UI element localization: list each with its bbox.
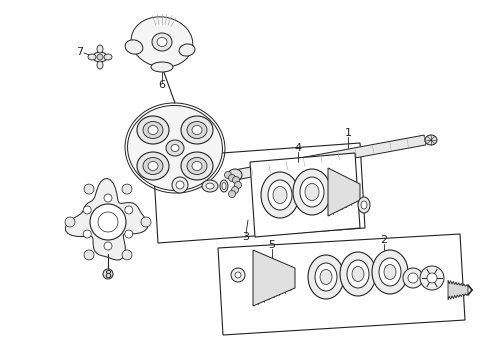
Ellipse shape bbox=[143, 122, 163, 139]
Ellipse shape bbox=[93, 52, 107, 62]
Circle shape bbox=[125, 230, 133, 238]
Ellipse shape bbox=[384, 265, 396, 279]
Circle shape bbox=[232, 176, 240, 184]
Text: 8: 8 bbox=[104, 270, 112, 280]
Polygon shape bbox=[234, 135, 426, 180]
Ellipse shape bbox=[166, 140, 184, 156]
Ellipse shape bbox=[192, 162, 202, 171]
Circle shape bbox=[104, 242, 112, 250]
Circle shape bbox=[235, 181, 242, 189]
Ellipse shape bbox=[358, 197, 370, 213]
Circle shape bbox=[65, 217, 75, 227]
Ellipse shape bbox=[137, 116, 169, 144]
Text: 7: 7 bbox=[76, 47, 84, 57]
Text: 6: 6 bbox=[158, 80, 166, 90]
Ellipse shape bbox=[352, 266, 364, 282]
Ellipse shape bbox=[206, 183, 214, 189]
Circle shape bbox=[228, 190, 236, 198]
Text: 1: 1 bbox=[344, 128, 351, 138]
Ellipse shape bbox=[379, 258, 401, 286]
Polygon shape bbox=[448, 280, 468, 300]
Circle shape bbox=[104, 194, 112, 202]
Text: 2: 2 bbox=[380, 235, 388, 245]
Ellipse shape bbox=[187, 122, 207, 139]
Circle shape bbox=[98, 212, 118, 232]
Polygon shape bbox=[153, 143, 365, 243]
Ellipse shape bbox=[97, 45, 103, 53]
Ellipse shape bbox=[187, 158, 207, 175]
Circle shape bbox=[84, 250, 94, 260]
Ellipse shape bbox=[143, 158, 163, 175]
Ellipse shape bbox=[192, 126, 202, 135]
Ellipse shape bbox=[152, 33, 172, 51]
Circle shape bbox=[103, 269, 113, 279]
Circle shape bbox=[90, 204, 126, 240]
Circle shape bbox=[408, 273, 418, 283]
Ellipse shape bbox=[308, 255, 344, 299]
Polygon shape bbox=[65, 179, 148, 260]
Circle shape bbox=[235, 272, 241, 278]
Circle shape bbox=[403, 268, 423, 288]
Circle shape bbox=[427, 273, 437, 283]
Ellipse shape bbox=[222, 183, 226, 189]
Ellipse shape bbox=[273, 186, 287, 203]
Ellipse shape bbox=[347, 260, 369, 288]
Ellipse shape bbox=[151, 62, 173, 72]
Polygon shape bbox=[253, 250, 295, 306]
Circle shape bbox=[83, 206, 91, 214]
Circle shape bbox=[125, 206, 133, 214]
Ellipse shape bbox=[181, 116, 213, 144]
Circle shape bbox=[224, 171, 231, 179]
Circle shape bbox=[231, 186, 239, 194]
Ellipse shape bbox=[179, 44, 195, 56]
Ellipse shape bbox=[171, 144, 179, 152]
Ellipse shape bbox=[131, 17, 193, 67]
Ellipse shape bbox=[104, 54, 112, 60]
Polygon shape bbox=[250, 153, 360, 237]
Circle shape bbox=[84, 184, 94, 194]
Ellipse shape bbox=[228, 169, 242, 181]
Ellipse shape bbox=[261, 172, 299, 218]
Circle shape bbox=[141, 217, 151, 227]
Ellipse shape bbox=[127, 105, 222, 190]
Ellipse shape bbox=[181, 152, 213, 180]
Ellipse shape bbox=[268, 180, 292, 210]
Ellipse shape bbox=[305, 184, 319, 201]
Ellipse shape bbox=[148, 162, 158, 171]
Circle shape bbox=[83, 230, 91, 238]
Ellipse shape bbox=[97, 61, 103, 69]
Circle shape bbox=[231, 268, 245, 282]
Polygon shape bbox=[328, 168, 360, 216]
Ellipse shape bbox=[148, 126, 158, 135]
Ellipse shape bbox=[88, 54, 96, 60]
Ellipse shape bbox=[125, 40, 143, 54]
Circle shape bbox=[176, 181, 184, 189]
Text: 3: 3 bbox=[243, 232, 249, 242]
Ellipse shape bbox=[220, 180, 228, 192]
Circle shape bbox=[228, 175, 236, 181]
Text: 4: 4 bbox=[294, 143, 301, 153]
Ellipse shape bbox=[157, 37, 167, 46]
Ellipse shape bbox=[293, 169, 331, 215]
Ellipse shape bbox=[300, 177, 324, 207]
Ellipse shape bbox=[425, 135, 437, 145]
Circle shape bbox=[172, 177, 188, 193]
Polygon shape bbox=[218, 234, 465, 335]
Circle shape bbox=[420, 266, 444, 290]
Circle shape bbox=[97, 54, 103, 60]
Circle shape bbox=[122, 184, 132, 194]
Text: 5: 5 bbox=[269, 240, 275, 250]
Ellipse shape bbox=[340, 252, 376, 296]
Ellipse shape bbox=[137, 152, 169, 180]
Ellipse shape bbox=[320, 270, 332, 284]
Circle shape bbox=[122, 250, 132, 260]
Ellipse shape bbox=[315, 263, 337, 291]
Ellipse shape bbox=[361, 201, 367, 209]
Ellipse shape bbox=[372, 250, 408, 294]
Ellipse shape bbox=[202, 180, 218, 192]
